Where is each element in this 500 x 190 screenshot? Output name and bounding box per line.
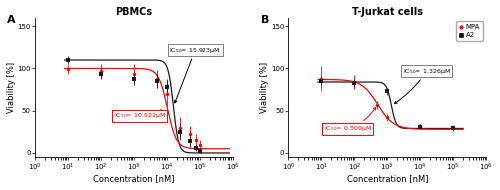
Title: PBMCs: PBMCs <box>116 7 152 17</box>
Text: IC$_{50}$= 10.522μM: IC$_{50}$= 10.522μM <box>114 110 166 120</box>
Legend: MPA, A2: MPA, A2 <box>456 21 482 41</box>
Text: IC$_{50}$= 15.923μM: IC$_{50}$= 15.923μM <box>170 46 221 103</box>
X-axis label: Concentration [nM]: Concentration [nM] <box>93 174 174 183</box>
Y-axis label: Viability [%]: Viability [%] <box>7 62 16 113</box>
Text: B: B <box>261 15 269 25</box>
Title: T-Jurkat cells: T-Jurkat cells <box>352 7 423 17</box>
Text: IC$_{50}$= 0.509μM: IC$_{50}$= 0.509μM <box>324 107 376 133</box>
X-axis label: Concentration [nM]: Concentration [nM] <box>346 174 428 183</box>
Text: IC$_{50}$= 1.326μM: IC$_{50}$= 1.326μM <box>394 67 451 104</box>
Text: A: A <box>8 15 16 25</box>
Y-axis label: Viability [%]: Viability [%] <box>260 62 270 113</box>
